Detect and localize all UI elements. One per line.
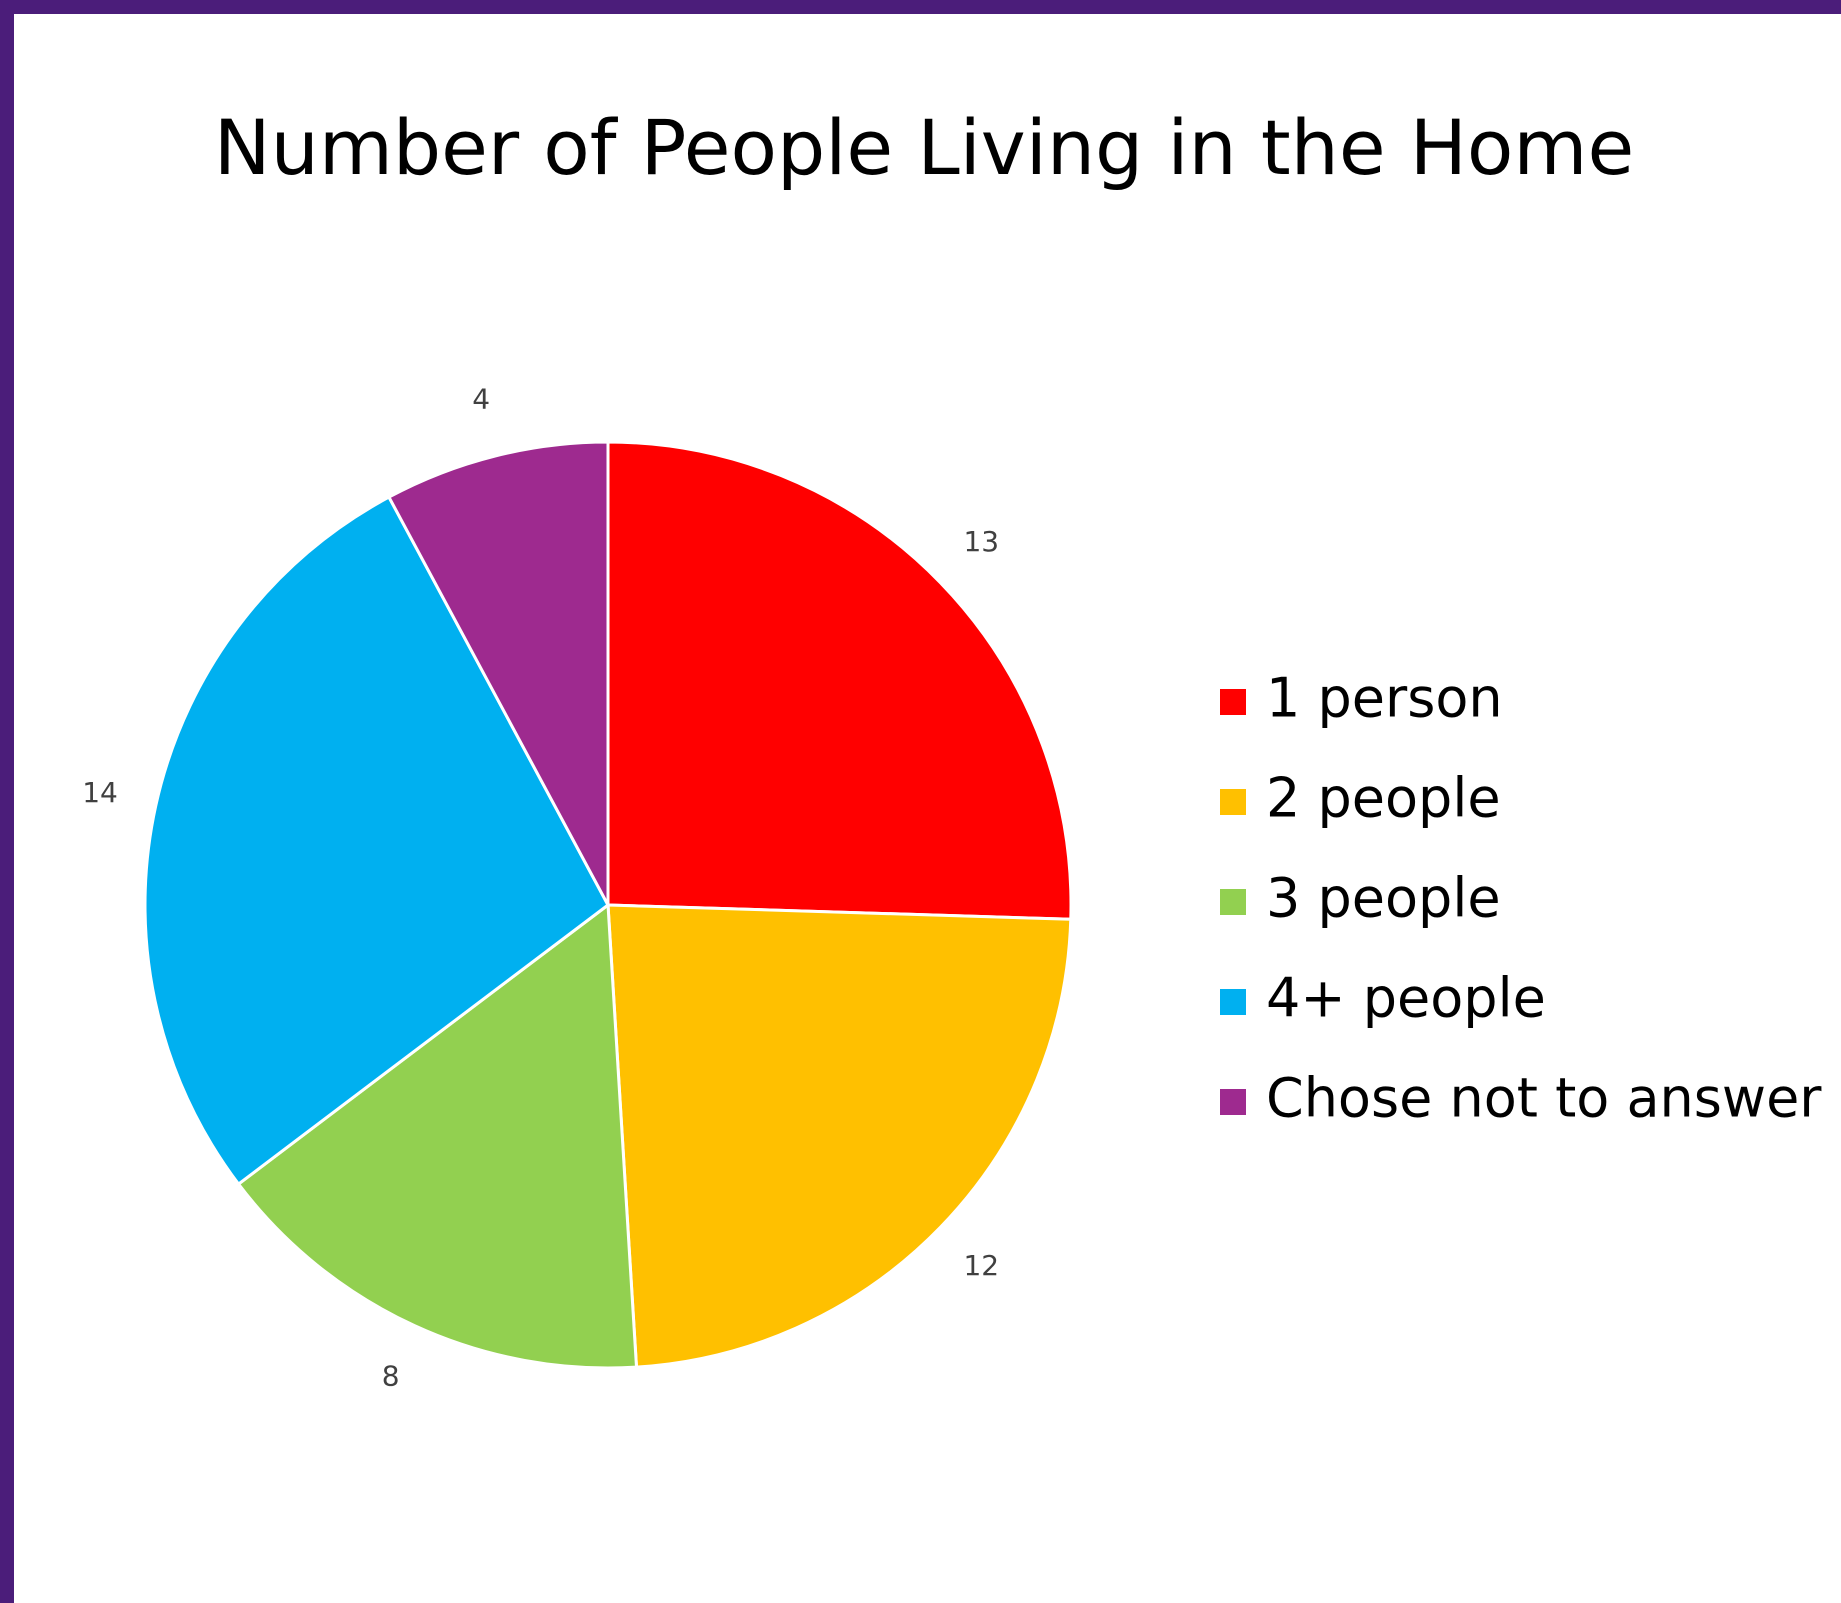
legend-swatch (1220, 1089, 1246, 1115)
legend: 1 person 2 people 3 people 4+ people Chose n… (1220, 667, 1822, 1130)
legend-swatch (1220, 789, 1246, 815)
pie-slice (143, 495, 610, 1187)
data-label: 8 (382, 1359, 400, 1392)
data-label: 12 (963, 1249, 999, 1282)
legend-label: 4+ people (1266, 967, 1546, 1030)
legend-label: 2 people (1266, 767, 1501, 830)
legend-label: Chose not to answer (1266, 1067, 1822, 1130)
pie-slice (606, 903, 1073, 1369)
legend-swatch (1220, 989, 1246, 1015)
pie-slice (386, 440, 610, 906)
data-label: 4 (472, 383, 490, 416)
legend-swatch (1220, 689, 1246, 715)
legend-label: 3 people (1266, 867, 1501, 930)
pie: 13 12 8 14 4 (82, 383, 1073, 1392)
legend-swatch (1220, 889, 1246, 915)
pie-slice (236, 902, 639, 1370)
data-label: 14 (82, 776, 118, 809)
pie-slice (606, 440, 1073, 921)
chart-title: Number of People Living in the Home (214, 103, 1634, 192)
legend-label: 1 person (1266, 667, 1503, 730)
data-label: 13 (963, 525, 999, 558)
